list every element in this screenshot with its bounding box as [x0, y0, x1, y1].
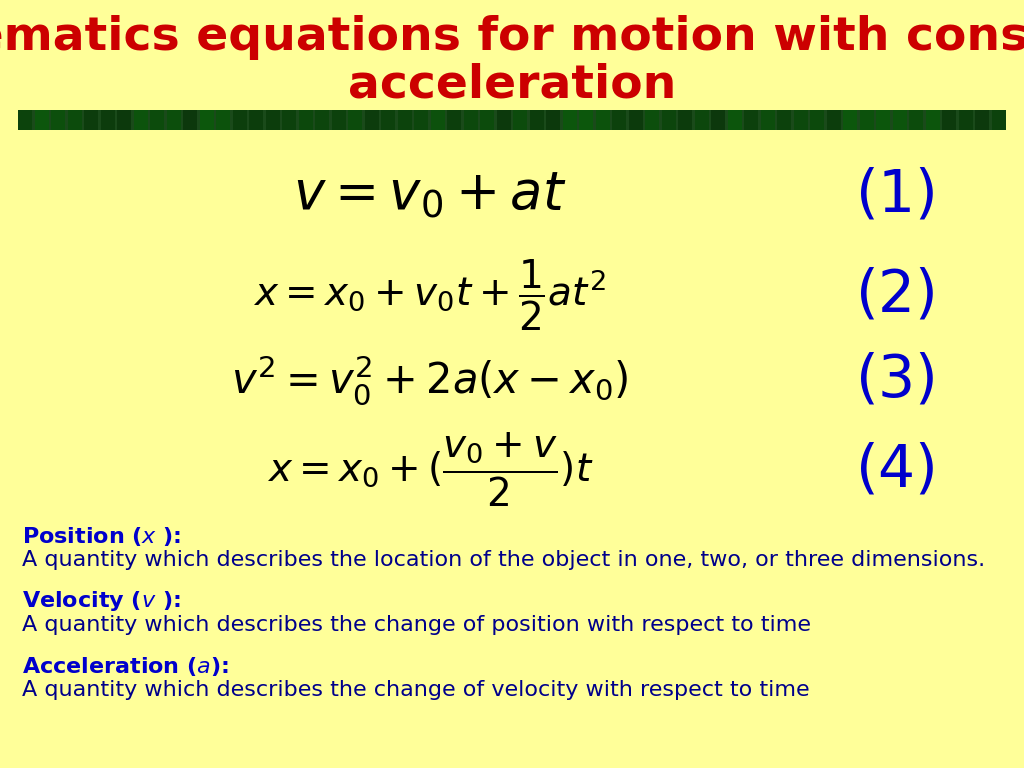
Bar — [975, 110, 989, 130]
Bar — [662, 110, 676, 130]
Bar — [513, 110, 527, 130]
Bar — [909, 110, 923, 130]
Bar — [826, 110, 841, 130]
Bar — [579, 110, 593, 130]
Text: Position ($\mathit{x}$ ):: Position ($\mathit{x}$ ): — [22, 525, 181, 548]
Bar — [68, 110, 82, 130]
Bar — [332, 110, 345, 130]
Text: Kinematics equations for motion with constant: Kinematics equations for motion with con… — [0, 15, 1024, 61]
Bar — [777, 110, 791, 130]
Bar — [133, 110, 147, 130]
Text: acceleration: acceleration — [348, 62, 676, 108]
Bar — [876, 110, 890, 130]
Bar — [282, 110, 296, 130]
Bar — [893, 110, 906, 130]
Bar — [51, 110, 65, 130]
Bar — [497, 110, 511, 130]
Bar — [694, 110, 709, 130]
Bar — [365, 110, 379, 130]
Bar — [216, 110, 230, 130]
Bar — [546, 110, 560, 130]
Bar — [464, 110, 477, 130]
Text: $(1)$: $(1)$ — [855, 167, 935, 223]
Bar — [678, 110, 692, 130]
Bar — [711, 110, 725, 130]
Bar — [926, 110, 939, 130]
Bar — [991, 110, 1006, 130]
Bar — [744, 110, 758, 130]
Bar — [942, 110, 956, 130]
Bar — [100, 110, 115, 130]
Text: A quantity which describes the change of velocity with respect to time: A quantity which describes the change of… — [22, 680, 810, 700]
Text: Acceleration ($\mathit{a}$):: Acceleration ($\mathit{a}$): — [22, 654, 229, 677]
Bar — [596, 110, 609, 130]
Bar — [447, 110, 461, 130]
Bar — [430, 110, 444, 130]
Text: $(3)$: $(3)$ — [855, 352, 935, 409]
Bar — [629, 110, 642, 130]
Bar — [480, 110, 494, 130]
Text: $x = x_0 + v_0 t + \dfrac{1}{2}at^2$: $x = x_0 + v_0 t + \dfrac{1}{2}at^2$ — [253, 257, 606, 333]
Bar — [232, 110, 247, 130]
Bar — [859, 110, 873, 130]
Bar — [18, 110, 32, 130]
Bar — [761, 110, 774, 130]
Text: $(4)$: $(4)$ — [855, 442, 935, 498]
Bar — [183, 110, 197, 130]
Text: A quantity which describes the location of the object in one, two, or three dime: A quantity which describes the location … — [22, 550, 985, 570]
Text: $v = v_{\rm 0} + at$: $v = v_{\rm 0} + at$ — [293, 169, 566, 221]
Bar — [299, 110, 312, 130]
Bar — [18, 110, 1006, 130]
Bar — [348, 110, 362, 130]
Bar — [794, 110, 808, 130]
Bar — [315, 110, 329, 130]
Text: Velocity ($\mathit{v}$ ):: Velocity ($\mathit{v}$ ): — [22, 589, 180, 613]
Text: A quantity which describes the change of position with respect to time: A quantity which describes the change of… — [22, 615, 811, 635]
Text: $v^2 = v_0^2 + 2a(x - x_0)$: $v^2 = v_0^2 + 2a(x - x_0)$ — [231, 353, 629, 406]
Bar — [414, 110, 428, 130]
Bar — [810, 110, 824, 130]
Bar — [249, 110, 263, 130]
Text: $x = x_0 + (\dfrac{v_0 + v}{2})t$: $x = x_0 + (\dfrac{v_0 + v}{2})t$ — [266, 431, 593, 509]
Bar — [167, 110, 180, 130]
Bar — [397, 110, 412, 130]
Bar — [84, 110, 98, 130]
Bar — [958, 110, 973, 130]
Bar — [529, 110, 544, 130]
Bar — [843, 110, 857, 130]
Bar — [645, 110, 659, 130]
Bar — [727, 110, 741, 130]
Bar — [265, 110, 280, 130]
Bar — [381, 110, 395, 130]
Bar — [612, 110, 626, 130]
Text: $(2)$: $(2)$ — [855, 266, 935, 323]
Bar — [150, 110, 164, 130]
Bar — [35, 110, 48, 130]
Bar — [200, 110, 213, 130]
Bar — [562, 110, 577, 130]
Bar — [117, 110, 131, 130]
